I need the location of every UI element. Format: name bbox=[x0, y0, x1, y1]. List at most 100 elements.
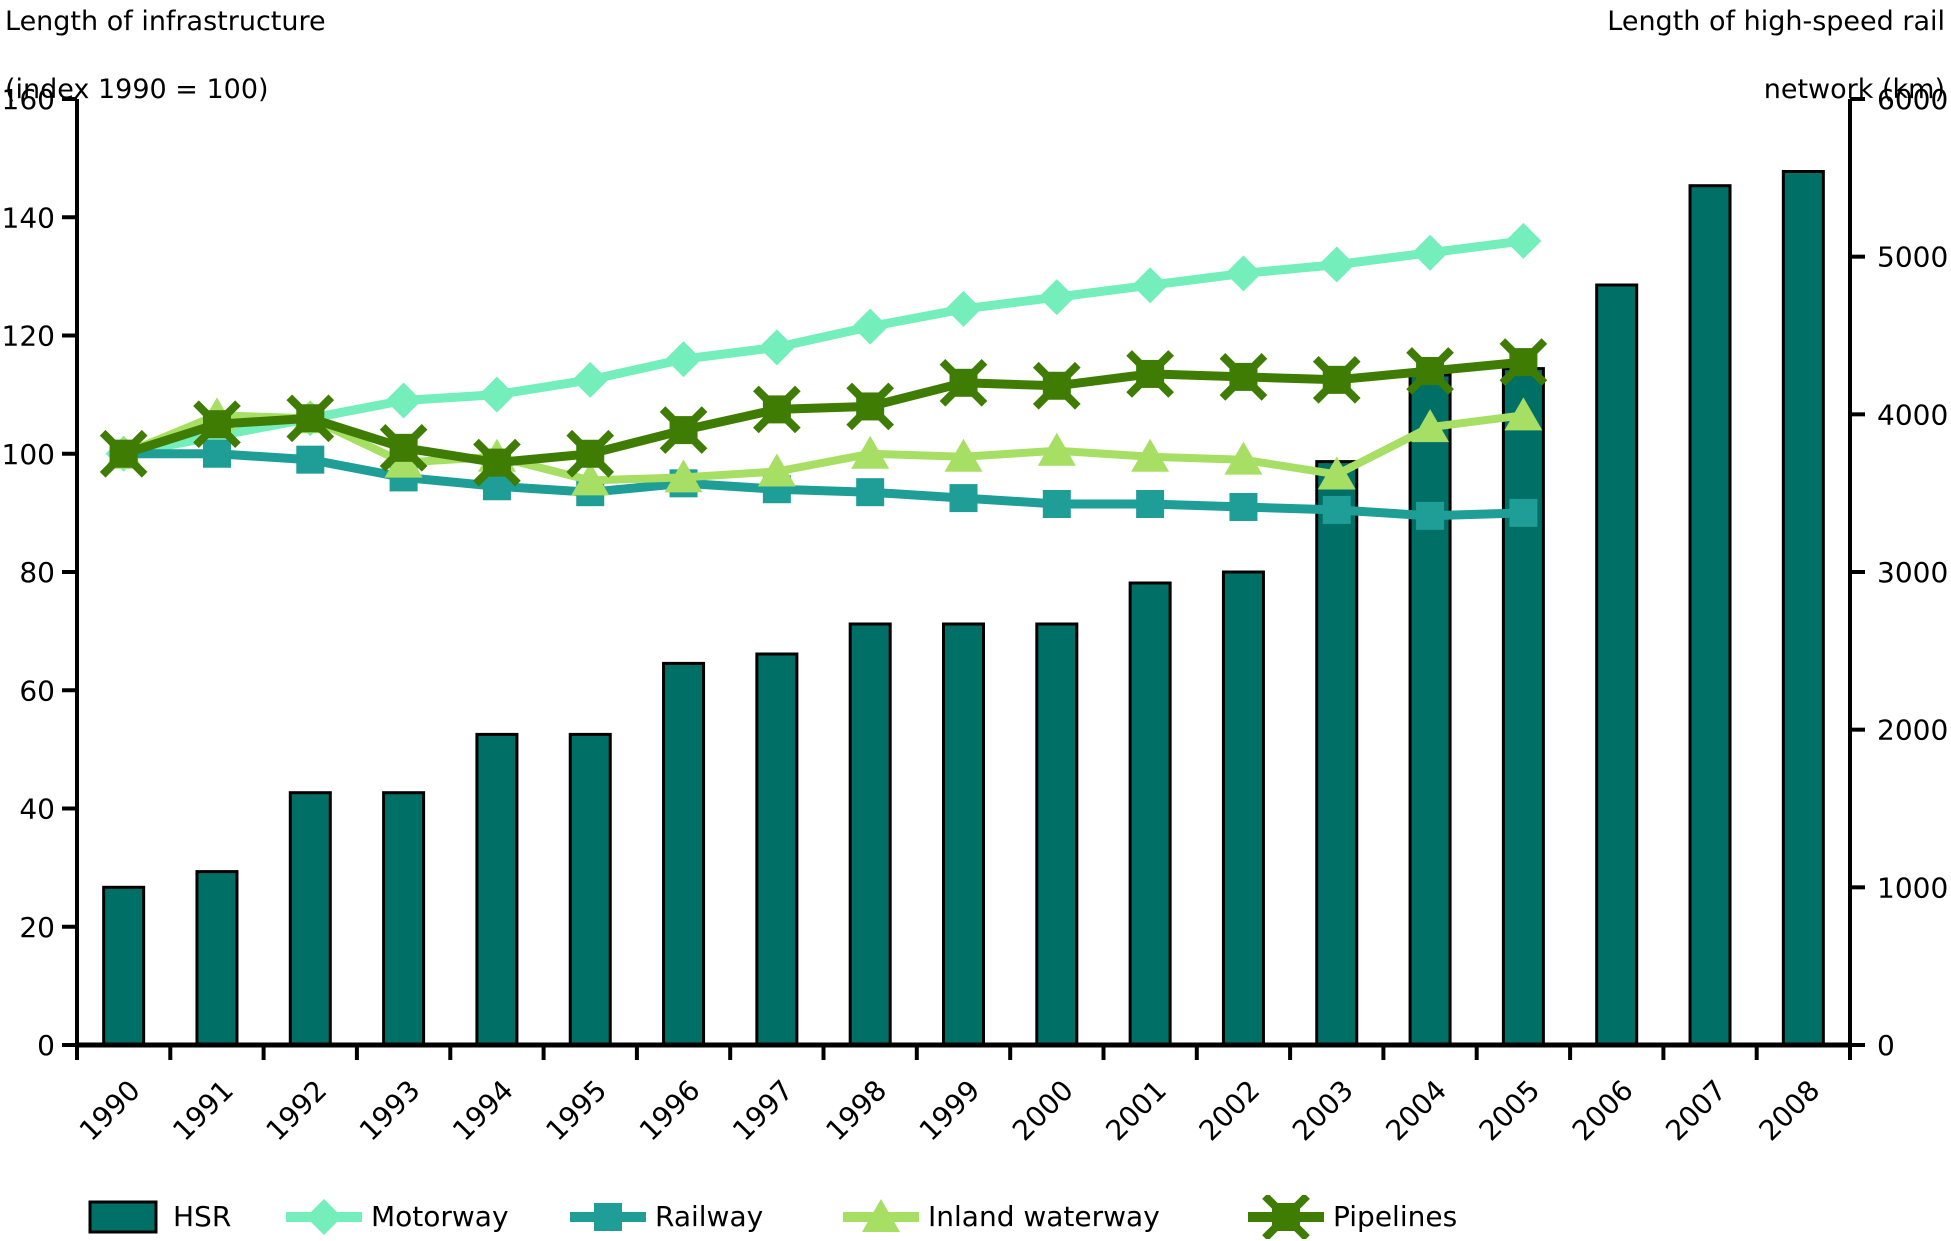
pipelines-marker-2001 bbox=[1126, 350, 1174, 398]
x-tick-label: 2005 bbox=[1473, 1074, 1547, 1148]
motorway-marker-2004 bbox=[1412, 234, 1449, 271]
x-tick-label: 2003 bbox=[1286, 1074, 1360, 1148]
bar-2002 bbox=[1221, 570, 1265, 1047]
pipelines-marker-2004 bbox=[1406, 347, 1454, 395]
left-axis-title: Length of infrastructure (index 1990 = 1… bbox=[5, 5, 326, 107]
right-tick-label: 4000 bbox=[1877, 398, 1948, 431]
bar-2001 bbox=[1128, 581, 1172, 1047]
series-motorway-line bbox=[122, 236, 1524, 459]
legend-label-inland-waterway: Inland waterway bbox=[928, 1200, 1160, 1233]
x-tick-label: 1993 bbox=[353, 1074, 427, 1148]
series-pipelines-line bbox=[122, 357, 1524, 468]
pipelines-marker-1998 bbox=[846, 382, 895, 431]
bar-2006 bbox=[1595, 283, 1639, 1047]
right-axis-title: Length of high-speed rail network (km) bbox=[1607, 5, 1945, 107]
railway-marker-2003 bbox=[1322, 495, 1351, 524]
inland-waterway-marker-1998 bbox=[851, 435, 890, 469]
pipelines-marker-2003 bbox=[1312, 356, 1361, 404]
legend-marker-1 bbox=[306, 1198, 342, 1235]
legend-label-motorway: Motorway bbox=[371, 1200, 509, 1233]
pipelines-marker-2002 bbox=[1219, 353, 1268, 401]
series-inland-waterway-line bbox=[122, 411, 1524, 485]
bar-2005 bbox=[1501, 367, 1545, 1047]
railway-marker-1991 bbox=[202, 439, 231, 468]
right-tick-label: 3000 bbox=[1877, 556, 1948, 589]
left-tick-label: 80 bbox=[19, 556, 55, 589]
legend-swatch-0 bbox=[88, 1195, 164, 1239]
legend-marker-4 bbox=[1262, 1192, 1310, 1241]
legend-item-inland-waterway: Inland waterway bbox=[843, 1192, 1160, 1241]
pipelines-marker-2000 bbox=[1032, 361, 1081, 410]
x-tick-label: 2006 bbox=[1566, 1074, 1640, 1148]
bar-2003 bbox=[1315, 460, 1359, 1047]
x-tick-label: 2004 bbox=[1379, 1074, 1453, 1148]
motorway-marker-1995 bbox=[572, 361, 609, 398]
left-tick-label: 120 bbox=[2, 320, 55, 353]
bar-2007 bbox=[1688, 184, 1732, 1047]
legend-label-pipelines: Pipelines bbox=[1333, 1200, 1458, 1233]
legend-swatch-4 bbox=[1248, 1192, 1324, 1241]
legend-swatch-2 bbox=[570, 1195, 646, 1239]
pipelines-marker-1995 bbox=[566, 429, 615, 478]
legend-label-hsr: HSR bbox=[173, 1200, 232, 1233]
left-axis-title-line2: (index 1990 = 100) bbox=[5, 74, 269, 105]
left-tick-label: 60 bbox=[19, 674, 55, 707]
inland-waterway-marker-1997 bbox=[757, 453, 796, 487]
x-tick-label: 1994 bbox=[446, 1074, 520, 1148]
x-tick-label: 2008 bbox=[1753, 1074, 1827, 1148]
inland-waterway-marker-2003 bbox=[1317, 456, 1356, 490]
bar-1996 bbox=[662, 661, 706, 1047]
legend-swatch-1 bbox=[286, 1195, 362, 1239]
railway-marker-2004 bbox=[1416, 501, 1445, 530]
railway-marker-1998 bbox=[856, 478, 885, 507]
bar-2008 bbox=[1781, 170, 1825, 1047]
inland-waterway-marker-1995 bbox=[571, 462, 610, 496]
railway-marker-2001 bbox=[1136, 490, 1165, 519]
legend-item-motorway: Motorway bbox=[286, 1192, 509, 1241]
inland-waterway-marker-2005 bbox=[1504, 397, 1543, 431]
pipelines-marker-1994 bbox=[473, 438, 521, 487]
chart-legend: HSR Motorway Railway Inland waterway Pip… bbox=[0, 1192, 1951, 1241]
motorway-marker-1994 bbox=[478, 376, 515, 413]
left-tick-label: 160 bbox=[2, 83, 55, 116]
right-axis-title-line2: network (km) bbox=[1763, 74, 1945, 105]
x-tick-label: 2001 bbox=[1099, 1074, 1173, 1148]
right-tick-label: 2000 bbox=[1877, 714, 1948, 747]
left-tick-label: 20 bbox=[19, 911, 55, 944]
right-tick-label: 5000 bbox=[1877, 241, 1948, 274]
motorway-marker-2002 bbox=[1225, 255, 1262, 292]
bar-1990 bbox=[102, 885, 146, 1047]
railway-marker-2000 bbox=[1042, 490, 1071, 519]
x-tick-label: 1997 bbox=[726, 1074, 800, 1148]
motorway-marker-1996 bbox=[665, 341, 702, 378]
inland-waterway-marker-2000 bbox=[1037, 432, 1076, 466]
legend-label-railway: Railway bbox=[655, 1200, 764, 1233]
legend-swatch-3 bbox=[843, 1195, 919, 1239]
motorway-marker-1999 bbox=[945, 290, 982, 327]
x-tick-label: 1990 bbox=[73, 1074, 147, 1148]
railway-marker-1999 bbox=[949, 484, 978, 513]
motorway-marker-2000 bbox=[1038, 279, 1075, 316]
inland-waterway-marker-2004 bbox=[1411, 409, 1450, 443]
x-tick-label: 2007 bbox=[1659, 1074, 1733, 1148]
bar-2004 bbox=[1408, 373, 1452, 1047]
legend-item-railway: Railway bbox=[570, 1192, 763, 1241]
bar-1998 bbox=[848, 622, 892, 1047]
left-tick-label: 40 bbox=[19, 793, 55, 826]
bar-1993 bbox=[382, 791, 426, 1047]
inland-waterway-marker-1996 bbox=[664, 459, 703, 493]
x-tick-label: 1999 bbox=[913, 1074, 987, 1148]
railway-marker-2002 bbox=[1229, 492, 1258, 521]
inland-waterway-marker-2002 bbox=[1224, 441, 1263, 475]
x-tick-label: 1996 bbox=[633, 1074, 707, 1148]
left-tick-label: 100 bbox=[2, 438, 55, 471]
pipelines-marker-1991 bbox=[193, 400, 241, 449]
left-axis-title-line1: Length of infrastructure bbox=[5, 6, 326, 37]
railway-marker-1992 bbox=[296, 445, 325, 474]
motorway-marker-2005 bbox=[1505, 222, 1542, 259]
legend-item-pipelines: Pipelines bbox=[1248, 1192, 1457, 1241]
legend-marker-3 bbox=[862, 1198, 900, 1232]
x-tick-label: 1995 bbox=[539, 1074, 613, 1148]
inland-waterway-marker-1999 bbox=[944, 438, 983, 472]
